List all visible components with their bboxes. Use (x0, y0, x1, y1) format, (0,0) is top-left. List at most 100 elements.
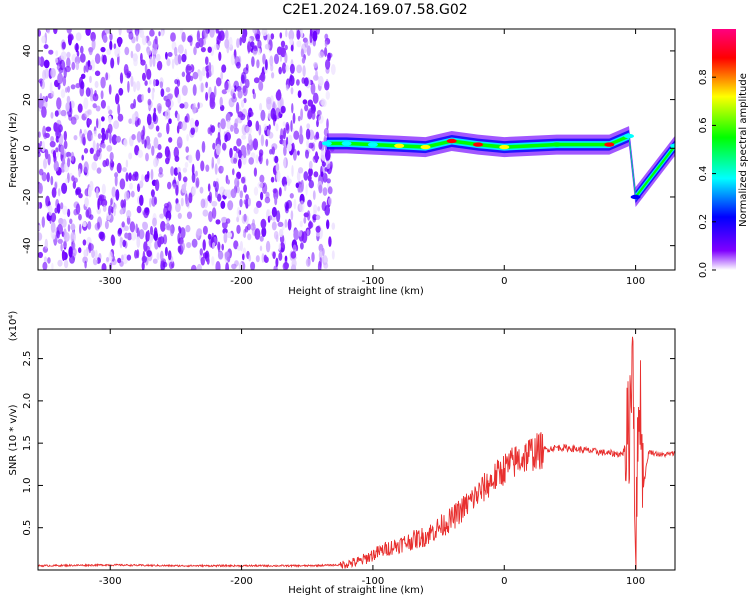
noise-blob (146, 142, 151, 150)
noise-blob (164, 246, 168, 257)
noise-blob (57, 188, 61, 197)
noise-blob (111, 134, 118, 146)
noise-blob (159, 213, 165, 219)
noise-blob (237, 158, 242, 169)
noise-blob (297, 90, 302, 98)
noise-blob (225, 113, 231, 123)
colorbar-tick-label: 0.6 (698, 117, 709, 133)
noise-blob (199, 248, 203, 256)
noise-blob (302, 65, 306, 77)
noise-blob (144, 207, 150, 214)
noise-blob (290, 120, 293, 132)
noise-blob (147, 87, 151, 94)
noise-blob (122, 253, 129, 265)
noise-blob (296, 40, 302, 48)
noise-blob (320, 171, 324, 178)
noise-blob (66, 57, 71, 68)
noise-blob (82, 239, 87, 246)
noise-blob (192, 102, 197, 115)
noise-blob (252, 138, 259, 151)
noise-blob (258, 124, 262, 136)
noise-blob (56, 97, 62, 110)
noise-blob (217, 156, 221, 165)
noise-blob (178, 171, 182, 182)
noise-blob (272, 188, 277, 194)
noise-blob (289, 63, 295, 74)
noise-blob (248, 112, 252, 118)
noise-blob (290, 251, 297, 259)
noise-blob (283, 156, 287, 169)
noise-blob (313, 204, 318, 214)
noise-blob (85, 29, 91, 36)
noise-blob (305, 258, 311, 267)
noise-blob (211, 207, 217, 219)
noise-blob (82, 256, 88, 264)
noise-blob (275, 123, 279, 132)
noise-blob (152, 55, 156, 67)
noise-blob (269, 215, 273, 221)
noise-blob (221, 89, 228, 95)
noise-blob (70, 151, 75, 162)
noise-blob (198, 70, 203, 82)
noise-blob (177, 232, 181, 244)
noise-blob (330, 64, 336, 75)
noise-blob (152, 217, 157, 227)
noise-blob (168, 137, 173, 143)
noise-blob (239, 37, 242, 46)
noise-blob (207, 183, 211, 192)
noise-blob (322, 187, 328, 196)
noise-blob (324, 40, 328, 48)
noise-blob (170, 166, 175, 176)
noise-blob (39, 92, 43, 101)
noise-blob (235, 148, 241, 154)
noise-blob (69, 218, 73, 225)
noise-blob (280, 40, 286, 48)
noise-blob (205, 164, 210, 172)
noise-blob (48, 49, 54, 55)
noise-blob (290, 264, 297, 270)
noise-blob (182, 167, 188, 173)
noise-blob (235, 102, 240, 114)
noise-blob (293, 229, 300, 241)
noise-blob (160, 250, 164, 262)
noise-blob (102, 160, 107, 168)
noise-blob (270, 33, 275, 40)
signal-point (446, 138, 457, 144)
noise-blob (158, 166, 163, 175)
noise-blob (154, 179, 160, 192)
noise-blob (313, 62, 318, 68)
noise-blob (285, 123, 290, 134)
noise-blob (80, 81, 85, 90)
noise-blob (276, 170, 281, 182)
noise-blob (206, 71, 210, 79)
noise-blob (261, 253, 265, 263)
noise-blob (256, 200, 262, 208)
noise-blob (118, 87, 124, 96)
y-tick-label: 0.5 (22, 520, 33, 536)
noise-blob (318, 51, 325, 59)
noise-blob (260, 72, 266, 83)
noise-blob (166, 217, 170, 224)
colorbar: 0.0 0.2 0.4 0.6 0.8 Normalized spectral ampl… (698, 29, 749, 278)
colorbar-label: Normalized spectral amplitude (738, 73, 749, 227)
noise-blob (166, 225, 173, 231)
noise-blob (181, 53, 187, 63)
noise-blob (318, 75, 324, 87)
noise-blob (189, 36, 193, 47)
signal-point (499, 144, 510, 150)
noise-blob (174, 86, 180, 98)
noise-blob (128, 172, 132, 182)
noise-blob (217, 251, 224, 261)
noise-blob (227, 200, 234, 211)
noise-blob (85, 209, 90, 218)
noise-blob (177, 93, 181, 104)
noise-blob (221, 142, 227, 151)
noise-blob (71, 61, 76, 71)
noise-blob (192, 186, 196, 196)
top-y-ticks: -40 -20 0 20 40 (22, 45, 675, 254)
noise-blob (138, 229, 145, 240)
noise-blob (108, 115, 112, 124)
noise-blob (144, 63, 148, 74)
noise-blob (123, 138, 128, 147)
noise-blob (106, 128, 111, 134)
